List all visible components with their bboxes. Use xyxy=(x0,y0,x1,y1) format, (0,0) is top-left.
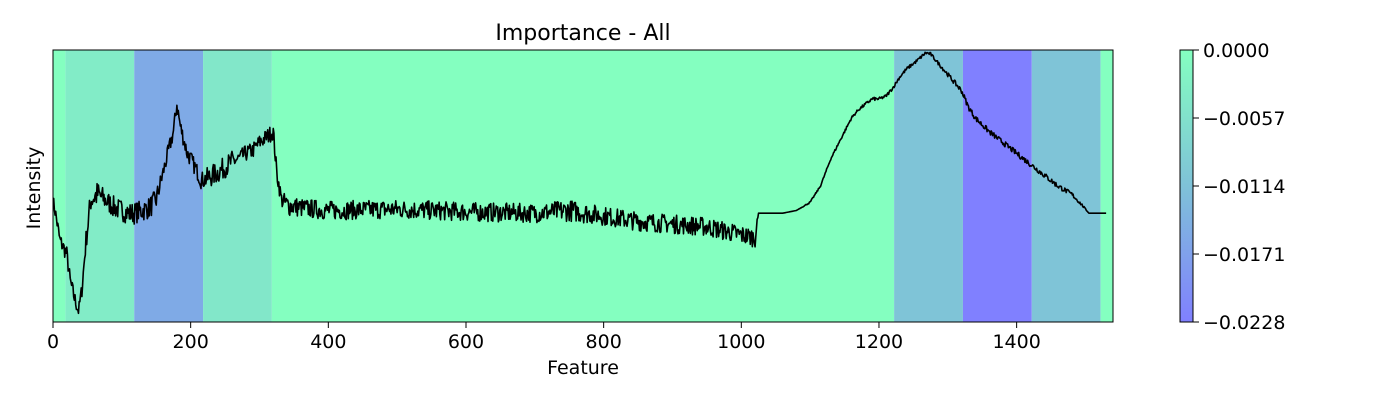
importance-band-8 xyxy=(1100,50,1113,322)
colorbar xyxy=(1179,49,1194,323)
x-tick-label: 1200 xyxy=(855,331,903,353)
x-tick-label: 0 xyxy=(47,331,59,353)
x-tick-label: 600 xyxy=(448,331,484,353)
intensity-series xyxy=(53,51,1107,315)
x-tick-label: 1000 xyxy=(717,331,765,353)
colorbar-tick-label: 0.0000 xyxy=(1203,40,1269,62)
colorbar-ticks: 0.0000 −0.0057 −0.0114 −0.0171 −0.0228 xyxy=(1193,40,1285,334)
x-tick-label: 400 xyxy=(310,331,346,353)
chart-title: Importance - All xyxy=(495,21,670,46)
x-axis-ticks: 0 200 400 600 800 1000 1200 1400 xyxy=(47,322,1041,353)
colorbar-tick-label: −0.0114 xyxy=(1203,176,1285,198)
x-tick-label: 200 xyxy=(173,331,209,353)
plot-frame xyxy=(52,49,1114,323)
colorbar-tick-label: −0.0228 xyxy=(1203,312,1285,334)
intensity-line xyxy=(53,51,1107,315)
y-axis-label: Intensity xyxy=(23,147,45,230)
colorbar-tick-label: −0.0171 xyxy=(1203,244,1285,266)
x-axis-label: Feature xyxy=(547,357,619,379)
colorbar-tick-label: −0.0057 xyxy=(1203,108,1285,130)
importance-band-7 xyxy=(1031,50,1101,322)
importance-band-6 xyxy=(962,50,1032,322)
importance-band-2 xyxy=(134,50,204,322)
importance-band-3 xyxy=(203,50,272,322)
importance-band-5 xyxy=(894,50,963,322)
importance-bands xyxy=(53,50,1113,322)
x-tick-label: 800 xyxy=(586,331,622,353)
importance-band-1 xyxy=(65,50,135,322)
importance-band-0 xyxy=(53,50,66,322)
importance-band-4 xyxy=(271,50,895,322)
x-tick-label: 1400 xyxy=(992,331,1040,353)
